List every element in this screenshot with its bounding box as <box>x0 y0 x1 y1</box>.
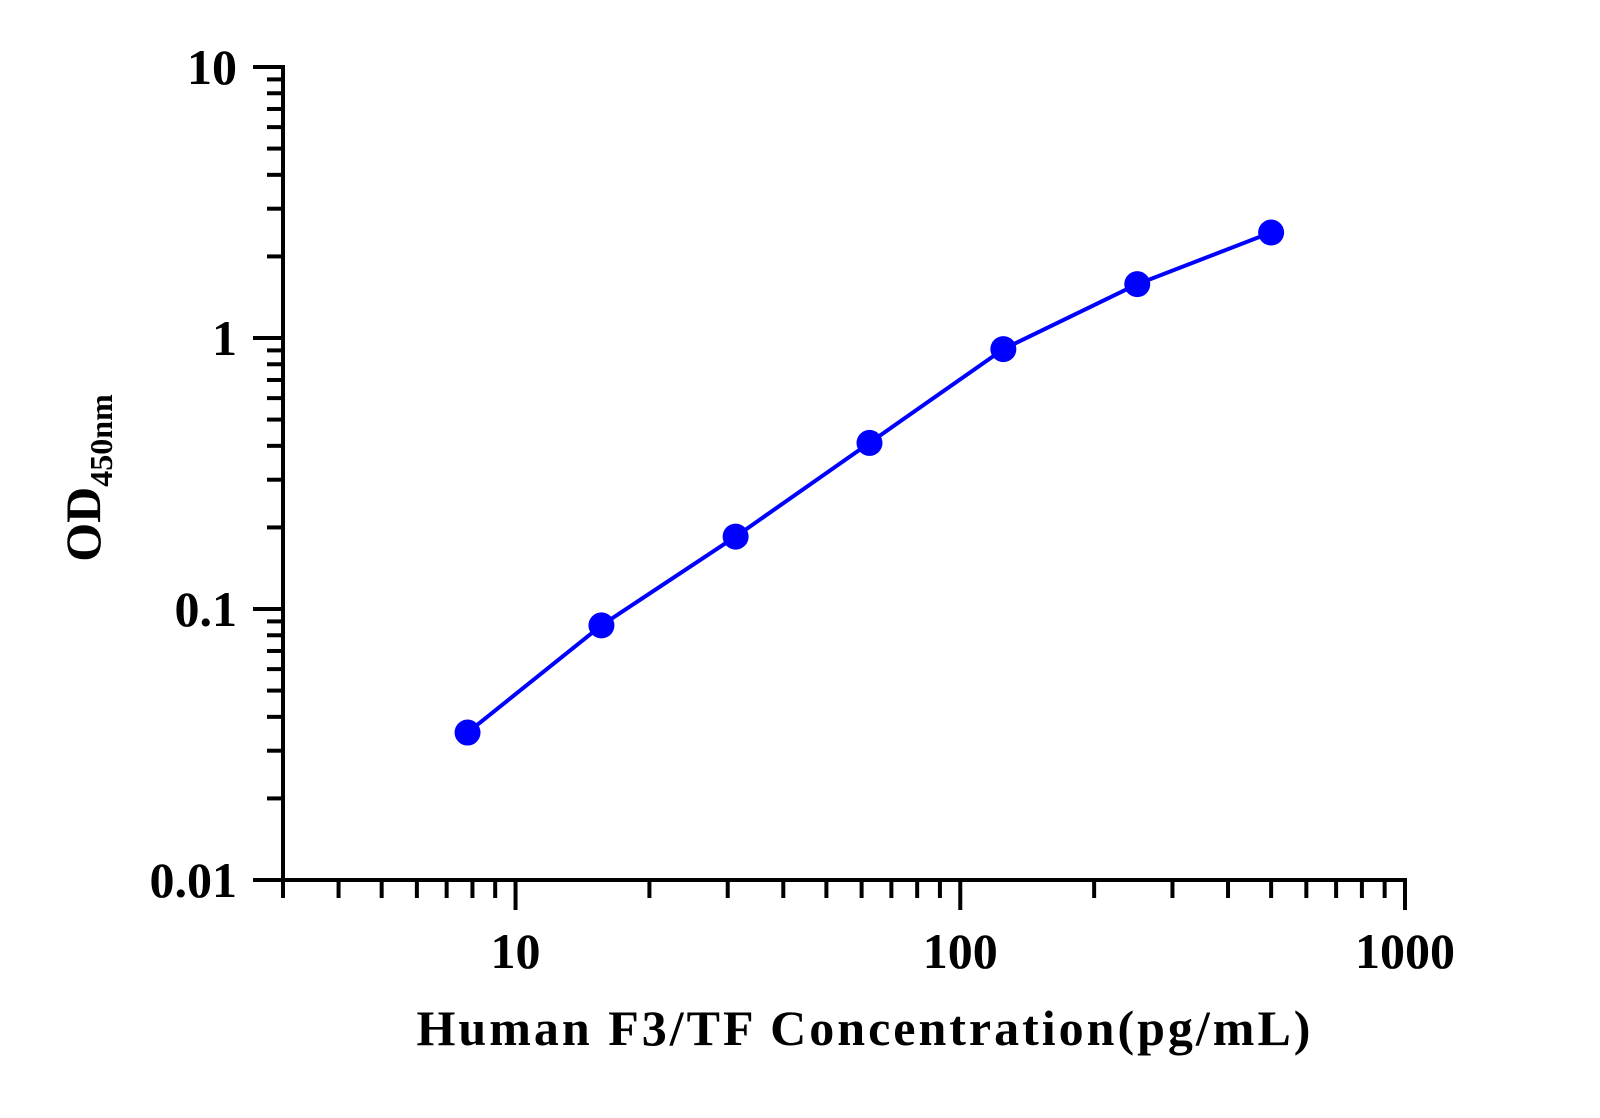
x-tick-label: 1000 <box>1355 923 1455 979</box>
y-tick-label: 10 <box>187 39 237 95</box>
x-tick-label: 10 <box>491 923 541 979</box>
data-point <box>1258 219 1285 246</box>
y-axis-title-main: OD <box>55 487 111 562</box>
data-point <box>856 429 883 456</box>
y-axis-title: OD450nm <box>55 394 119 562</box>
x-tick-label: 100 <box>923 923 998 979</box>
y-tick-label: 0.01 <box>150 852 238 908</box>
data-point <box>454 719 481 746</box>
y-tick-labels: 10 1 0.1 0.01 <box>150 39 238 908</box>
x-axis-title: Human F3/TF Concentration(pg/mL) <box>417 1000 1314 1056</box>
data-point <box>588 612 615 639</box>
y-tick-label: 1 <box>212 310 237 366</box>
data-point <box>722 523 749 550</box>
axes <box>253 65 1407 910</box>
data-series <box>454 219 1285 746</box>
y-tick-label: 0.1 <box>175 581 238 637</box>
x-tick-labels: 10 100 1000 <box>491 923 1455 979</box>
data-point <box>990 336 1017 363</box>
data-point <box>1124 271 1151 298</box>
series-line <box>466 230 1272 735</box>
y-axis-title-subscript: 450nm <box>83 394 119 487</box>
